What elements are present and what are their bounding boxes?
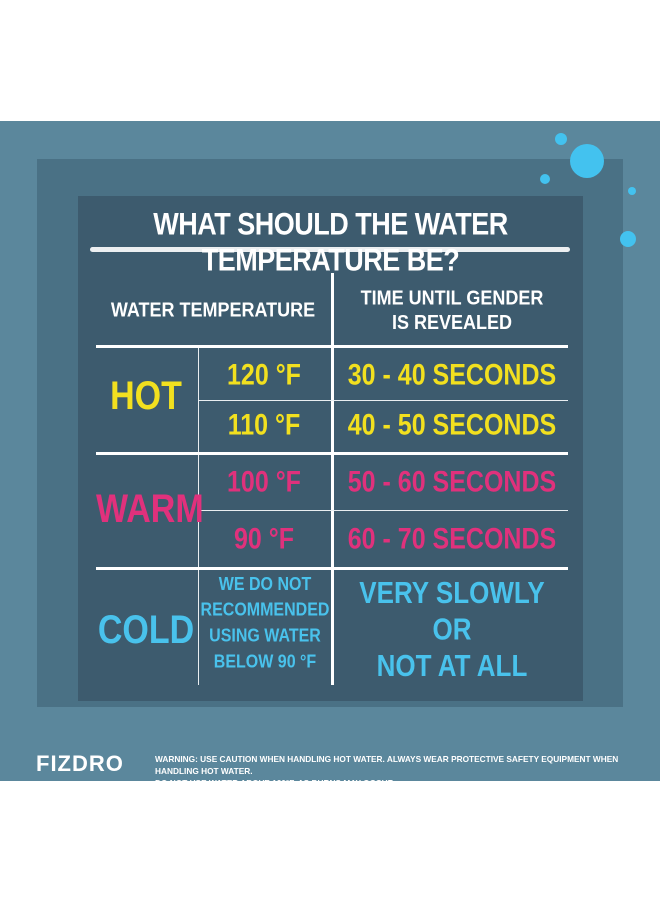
warning-line: DO NOT USE WATER ABOVE 120°F, AS BURNS M… bbox=[155, 778, 396, 788]
header-time-line2: IS REVEALED bbox=[391, 311, 513, 334]
row-divider bbox=[198, 400, 568, 401]
header-time-line1: TIME UNTIL GENDER bbox=[360, 286, 544, 309]
title-underline bbox=[90, 247, 570, 252]
time-cell: 50 - 60 SECONDS bbox=[347, 465, 557, 499]
temp-cell: 90 °F bbox=[233, 522, 295, 556]
time-cell: 30 - 40 SECONDS bbox=[347, 358, 557, 392]
table-panel bbox=[78, 196, 583, 701]
brand-logo: FIZDRO bbox=[36, 751, 124, 776]
cold-note-line: USING WATER bbox=[209, 626, 321, 647]
infographic-banner: WHAT SHOULD THE WATER TEMPERATURE BE? WA… bbox=[0, 121, 660, 788]
cold-result-line: NOT AT ALL bbox=[376, 647, 528, 684]
header-water-temperature: WATER TEMPERATURE bbox=[110, 298, 316, 322]
cold-note-line: RECOMMENDED bbox=[200, 600, 330, 621]
time-cell: 40 - 50 SECONDS bbox=[347, 408, 557, 442]
cold-note: WE DO NOT RECOMMENDED USING WATER BELOW … bbox=[200, 572, 330, 676]
category-hot: HOT bbox=[110, 373, 182, 419]
cold-result: VERY SLOWLY OR NOT AT ALL bbox=[336, 575, 568, 685]
section-divider bbox=[96, 567, 568, 570]
bubble-decoration bbox=[555, 133, 567, 145]
column-divider bbox=[331, 273, 334, 685]
cold-result-line: OR bbox=[432, 611, 472, 647]
temp-cell: 120 °F bbox=[227, 358, 301, 392]
row-divider bbox=[198, 510, 568, 511]
bubble-decoration bbox=[570, 144, 604, 178]
cold-note-line: BELOW 90 °F bbox=[213, 652, 317, 673]
category-cold: COLD bbox=[97, 607, 195, 653]
temp-cell: 110 °F bbox=[227, 408, 301, 442]
cold-result-line: VERY SLOWLY bbox=[359, 574, 545, 611]
header-divider bbox=[96, 345, 568, 348]
header-time-until-reveal: TIME UNTIL GENDER IS REVEALED bbox=[336, 285, 568, 334]
category-divider bbox=[198, 346, 199, 685]
warning-text: WARNING: USE CAUTION WHEN HANDLING HOT W… bbox=[155, 753, 625, 789]
page-title: WHAT SHOULD THE WATER TEMPERATURE BE? bbox=[153, 207, 508, 278]
section-divider bbox=[96, 452, 568, 455]
cold-note-line: WE DO NOT bbox=[218, 574, 312, 595]
bubble-decoration bbox=[628, 187, 636, 195]
category-warm: WARM bbox=[96, 486, 204, 532]
bubble-decoration bbox=[620, 231, 636, 247]
time-cell: 60 - 70 SECONDS bbox=[347, 522, 557, 556]
warning-line: WARNING: USE CAUTION WHEN HANDLING HOT W… bbox=[155, 754, 619, 776]
bubble-decoration bbox=[540, 174, 550, 184]
temp-cell: 100 °F bbox=[227, 465, 301, 499]
